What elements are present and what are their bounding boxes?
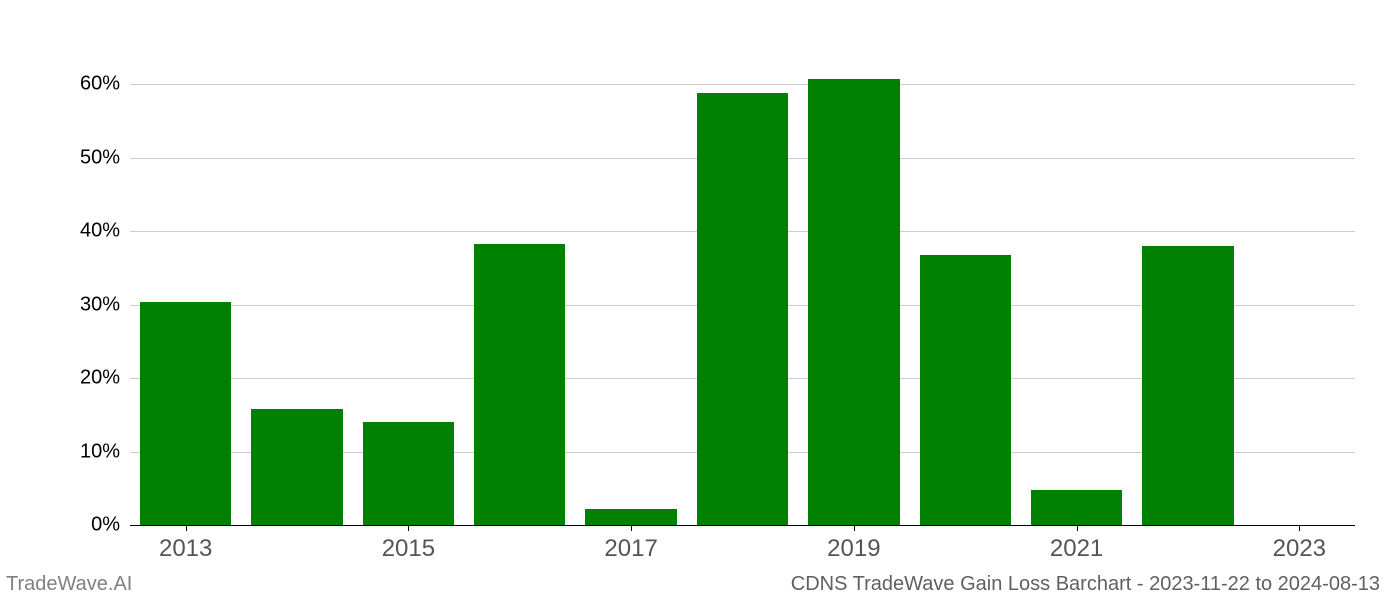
x-tick-label: 2019 <box>827 525 880 563</box>
y-tick-label: 40% <box>80 220 130 243</box>
x-tick-label: 2015 <box>382 525 435 563</box>
y-tick-label: 20% <box>80 367 130 390</box>
x-tick-label: 2021 <box>1050 525 1103 563</box>
bar <box>251 409 342 525</box>
x-tick-label: 2013 <box>159 525 212 563</box>
bar <box>1142 246 1233 525</box>
footer-left-text: TradeWave.AI <box>6 573 132 596</box>
bar <box>474 244 565 525</box>
bar <box>585 509 676 525</box>
y-tick-label: 10% <box>80 440 130 463</box>
bar <box>697 93 788 525</box>
y-tick-label: 0% <box>91 514 130 537</box>
y-tick-label: 50% <box>80 146 130 169</box>
plot-area: 0%10%20%30%40%50%60%20132015201720192021… <box>130 55 1355 525</box>
x-axis-baseline <box>130 525 1355 526</box>
bar <box>808 79 899 526</box>
bar <box>363 422 454 525</box>
bar <box>140 302 231 525</box>
x-tick-label: 2017 <box>604 525 657 563</box>
footer-right-text: CDNS TradeWave Gain Loss Barchart - 2023… <box>791 573 1380 596</box>
y-tick-label: 30% <box>80 293 130 316</box>
chart-container: 0% 10% 20% 30% 40% 50% 60% 2013 2015 2017 2019 2021… <box>0 0 1400 600</box>
x-tick-label: 2023 <box>1273 525 1326 563</box>
bar <box>920 255 1011 525</box>
bar <box>1031 490 1122 525</box>
y-tick-label: 60% <box>80 73 130 96</box>
grid-line <box>130 84 1355 85</box>
